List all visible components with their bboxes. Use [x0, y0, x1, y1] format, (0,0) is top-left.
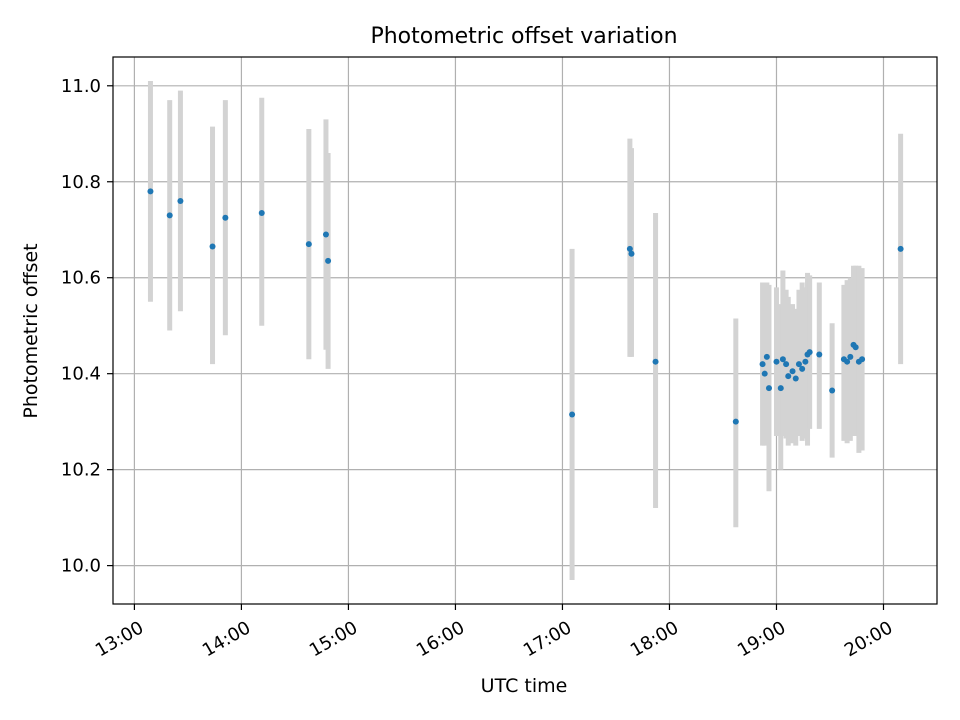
grid — [113, 57, 937, 604]
y-tick-label: 11.0 — [61, 76, 101, 97]
data-point — [652, 358, 659, 365]
plot-frame — [112, 56, 938, 605]
y-axis-ticks: 10.0 10.2 10.4 10.6 10.8 11.0 — [61, 76, 113, 577]
data-point — [732, 418, 739, 425]
data-point — [847, 353, 854, 360]
data-point — [806, 349, 813, 356]
data-point — [829, 387, 836, 394]
data-point — [785, 373, 792, 380]
data-point — [628, 250, 635, 257]
data-point — [322, 231, 329, 238]
data-point — [789, 368, 796, 375]
data-point — [258, 209, 265, 216]
data-point — [844, 358, 851, 365]
data-point — [222, 214, 229, 221]
y-tick-label: 10.0 — [61, 556, 101, 577]
data-points — [147, 188, 904, 425]
data-point — [859, 356, 866, 363]
data-point — [177, 197, 184, 204]
x-axis-label: UTC time — [481, 675, 568, 697]
data-point — [325, 257, 332, 264]
y-tick-label: 10.2 — [61, 460, 101, 481]
data-point — [799, 365, 806, 372]
data-point — [795, 361, 802, 368]
data-point — [779, 356, 786, 363]
data-point — [759, 361, 766, 368]
data-point — [761, 370, 768, 377]
y-axis-label: Photometric offset — [20, 243, 42, 418]
data-point — [763, 353, 770, 360]
y-tick-label: 10.4 — [61, 364, 101, 385]
y-tick-label: 10.8 — [61, 172, 101, 193]
data-point — [802, 358, 809, 365]
data-point — [852, 344, 859, 351]
data-point — [897, 245, 904, 252]
chart-title: Photometric offset variation — [370, 24, 677, 49]
data-point — [765, 385, 772, 392]
data-point — [569, 411, 576, 418]
data-point — [166, 212, 173, 219]
data-point — [783, 361, 790, 368]
data-point — [792, 375, 799, 382]
data-point — [626, 245, 633, 252]
data-point — [816, 351, 823, 358]
data-point — [305, 241, 312, 248]
y-tick-label: 10.6 — [61, 268, 101, 289]
data-point — [147, 188, 154, 195]
data-point — [209, 243, 216, 250]
data-point — [777, 385, 784, 392]
data-point — [773, 358, 780, 365]
